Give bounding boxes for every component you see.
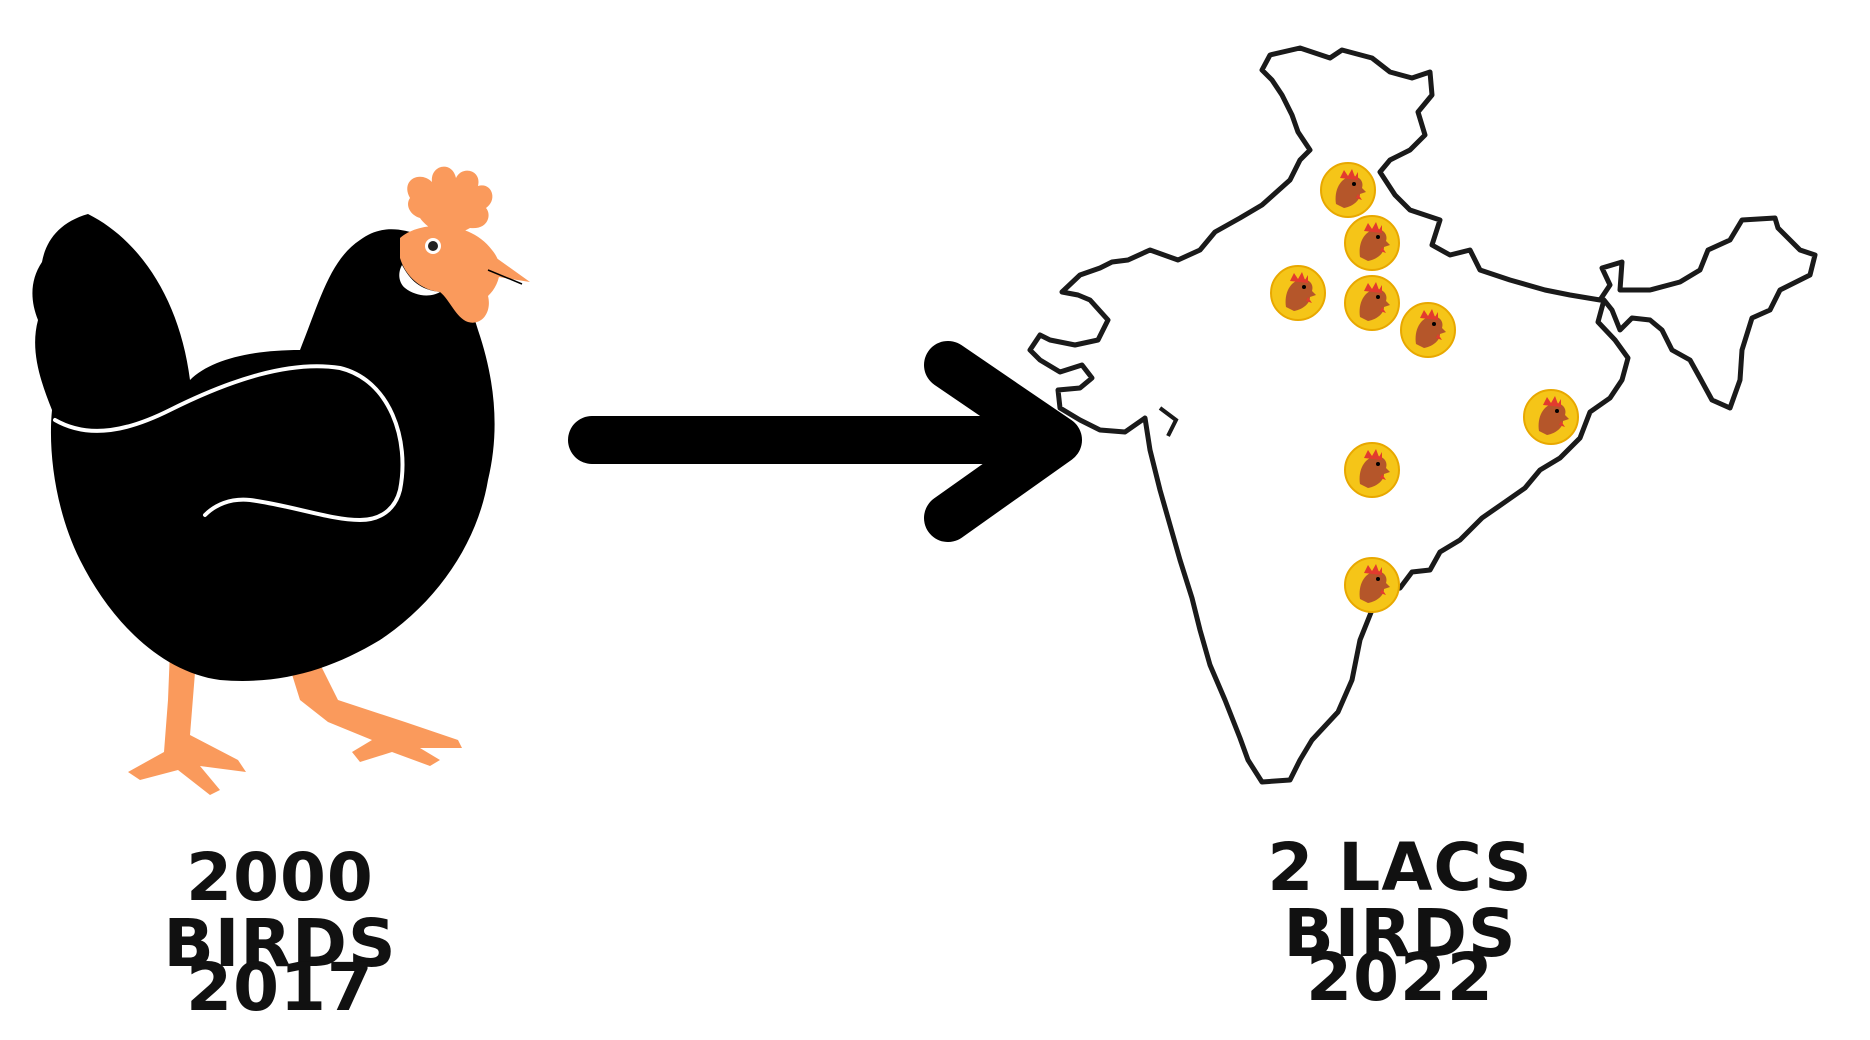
marker-5 [1400,302,1456,358]
marker-6 [1523,389,1579,445]
marker-7 [1344,442,1400,498]
arrow-right-icon [568,341,1082,542]
right-birds-count: 2 LACS BIRDS [1267,829,1533,972]
marker-1 [1320,162,1376,218]
india-map-icon [1027,45,1818,785]
hen-icon [32,166,530,795]
left-year: 2017 [186,949,374,1026]
marker-4 [1344,275,1400,331]
right-year: 2022 [1306,939,1494,1016]
marker-2 [1344,215,1400,271]
marker-8 [1344,557,1400,613]
left-birds-count: 2000 BIRDS [163,839,397,982]
marker-3 [1270,265,1326,321]
